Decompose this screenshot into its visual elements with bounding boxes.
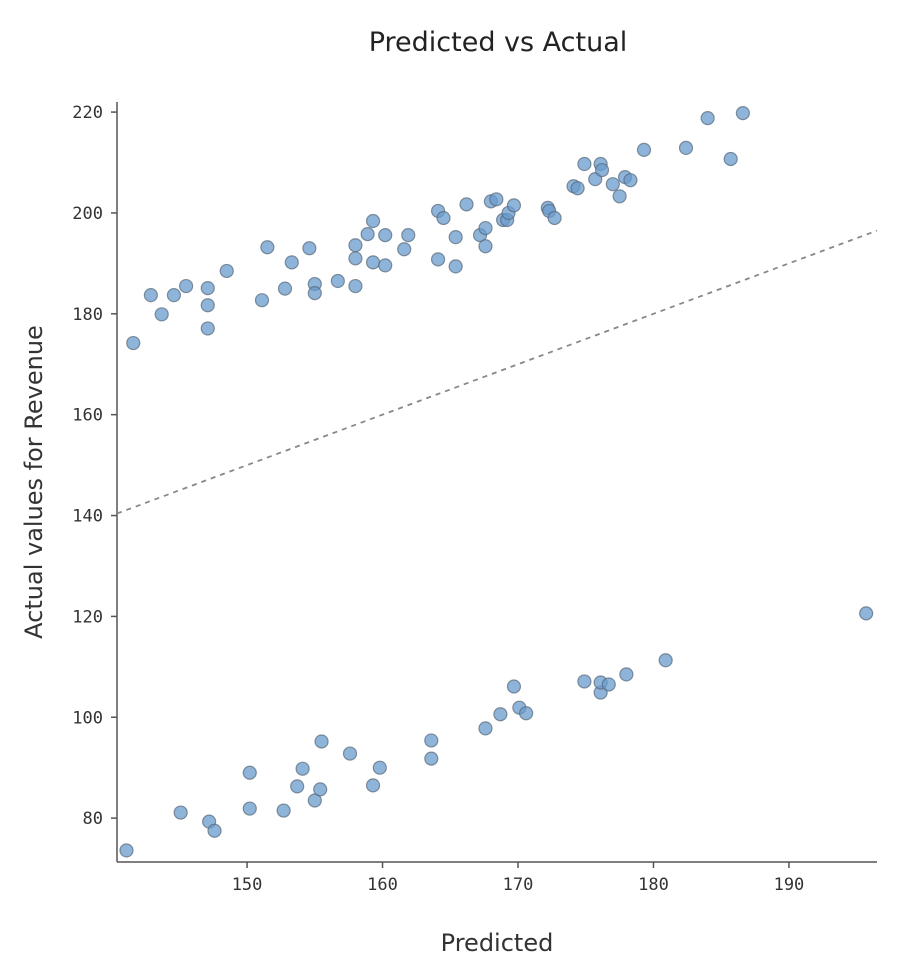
y-tick-label: 180 xyxy=(72,305,103,325)
data-point xyxy=(735,105,750,121)
data-point xyxy=(178,278,194,294)
data-point xyxy=(200,298,215,313)
data-point xyxy=(478,239,493,254)
data-point xyxy=(173,805,188,820)
data-point xyxy=(658,653,673,668)
data-point xyxy=(378,228,393,243)
x-tick-label: 150 xyxy=(232,875,263,895)
data-point xyxy=(365,255,381,270)
data-point xyxy=(424,733,439,748)
data-point xyxy=(601,677,616,692)
data-point xyxy=(636,142,652,158)
data-point xyxy=(506,198,522,213)
y-tick-label: 220 xyxy=(72,103,103,123)
data-points xyxy=(119,105,874,858)
data-point xyxy=(276,803,291,818)
data-point xyxy=(424,751,439,766)
data-point xyxy=(119,843,134,858)
data-point xyxy=(859,606,874,621)
data-point xyxy=(700,111,715,126)
data-point xyxy=(401,228,416,243)
data-point xyxy=(277,281,293,296)
data-point xyxy=(723,151,738,167)
data-point xyxy=(506,679,522,694)
data-point xyxy=(360,227,375,242)
data-point xyxy=(126,335,141,351)
data-point xyxy=(448,230,463,245)
data-point xyxy=(348,278,363,294)
data-point xyxy=(436,210,451,226)
data-point xyxy=(342,746,358,761)
data-point xyxy=(200,321,215,336)
data-point xyxy=(605,177,620,192)
y-tick-label: 140 xyxy=(72,507,103,527)
data-point xyxy=(242,801,257,816)
data-point xyxy=(290,779,305,794)
data-point xyxy=(397,242,412,257)
data-point xyxy=(678,140,694,155)
x-tick-label: 190 xyxy=(774,875,805,895)
data-point xyxy=(577,674,592,689)
data-point xyxy=(307,286,322,301)
data-point xyxy=(448,259,463,274)
data-point xyxy=(519,706,534,721)
data-point xyxy=(295,761,310,776)
data-point xyxy=(314,734,329,749)
data-point xyxy=(302,241,317,256)
x-axis-label: Predicted xyxy=(441,929,554,957)
data-point xyxy=(619,667,634,682)
data-point xyxy=(547,210,562,226)
data-point xyxy=(284,255,299,270)
data-point xyxy=(307,793,322,808)
data-point xyxy=(365,213,381,229)
data-point xyxy=(612,189,627,204)
data-point xyxy=(143,288,158,303)
data-point xyxy=(166,288,181,303)
data-point xyxy=(378,258,393,273)
y-tick-label: 80 xyxy=(83,809,103,829)
data-point xyxy=(313,782,328,797)
data-point xyxy=(489,192,504,207)
data-point xyxy=(594,162,610,178)
data-point xyxy=(478,721,493,736)
data-point xyxy=(219,263,234,279)
y-tick-label: 120 xyxy=(72,607,103,627)
data-point xyxy=(242,765,257,780)
data-point xyxy=(365,778,381,793)
data-point xyxy=(254,293,270,308)
data-point xyxy=(459,197,474,212)
axes: 80 100 120 140 160 180 200 220 150 160 170 180 190 xyxy=(72,102,877,895)
x-tick-label: 160 xyxy=(367,875,398,895)
data-point xyxy=(570,181,585,196)
x-tick-label: 180 xyxy=(638,875,669,895)
y-tick-label: 200 xyxy=(72,204,103,224)
data-point xyxy=(478,220,493,236)
data-point xyxy=(200,280,215,296)
data-point xyxy=(330,273,345,289)
data-point xyxy=(493,707,508,722)
y-tick-label: 100 xyxy=(72,708,103,728)
chart-title: Predicted vs Actual xyxy=(369,27,628,58)
data-point xyxy=(372,760,387,775)
data-point xyxy=(430,252,446,267)
data-point xyxy=(577,156,592,172)
data-point xyxy=(623,173,638,188)
data-point xyxy=(207,823,222,838)
data-point xyxy=(348,238,363,253)
data-point xyxy=(348,251,363,266)
data-point xyxy=(154,307,169,322)
data-point xyxy=(260,240,275,255)
y-tick-label: 160 xyxy=(72,406,103,426)
y-axis-label: Actual values for Revenue xyxy=(20,325,48,639)
x-tick-label: 170 xyxy=(503,875,534,895)
